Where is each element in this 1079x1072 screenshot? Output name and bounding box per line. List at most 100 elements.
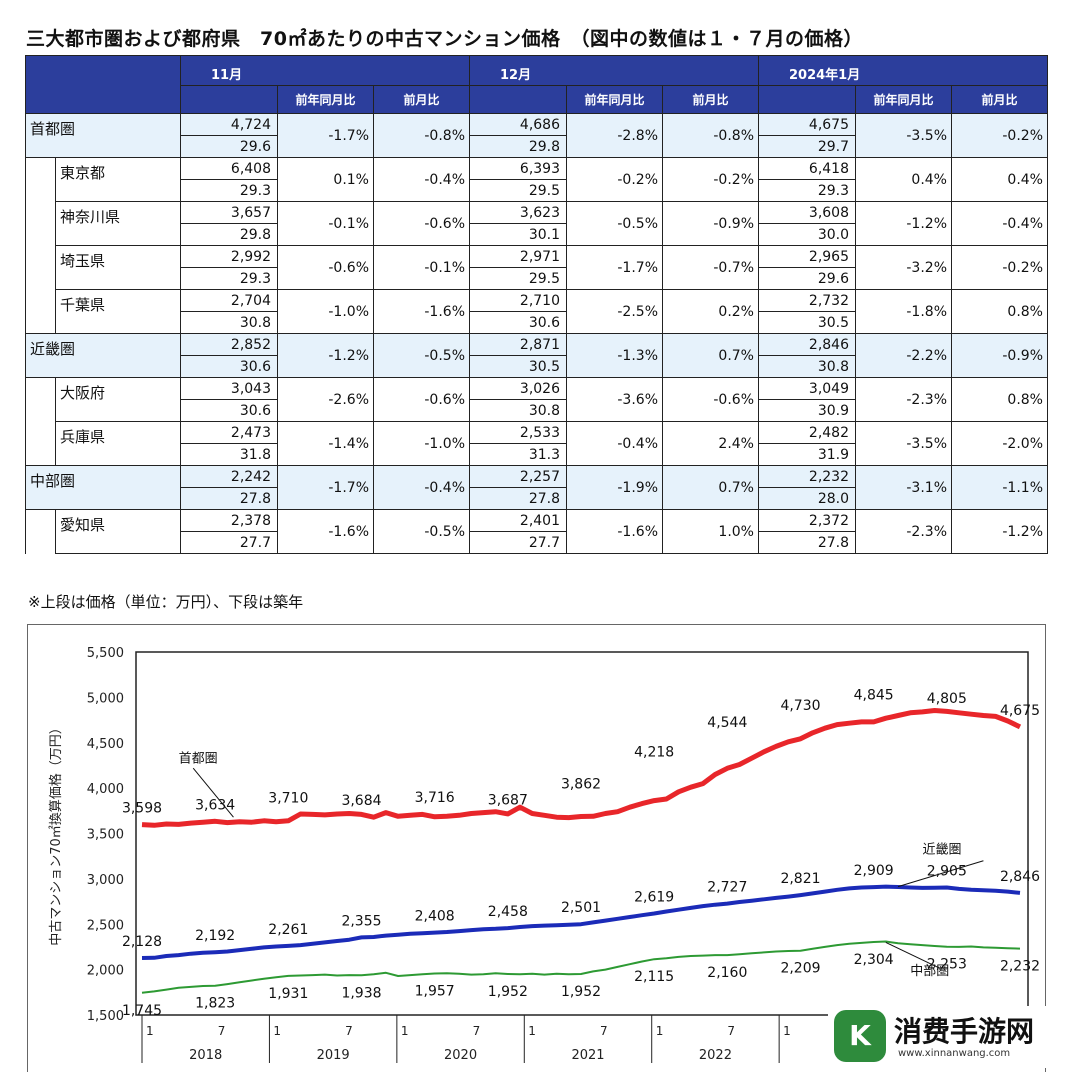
yoy-cell: -2.3% xyxy=(855,509,952,554)
price-cell: 2,965 xyxy=(758,245,856,268)
mom-cell: 0.4% xyxy=(951,157,1048,202)
building-age-cell: 29.6 xyxy=(180,135,278,158)
yoy-cell: -1.7% xyxy=(277,465,374,510)
x-month-label: 7 xyxy=(473,1024,481,1038)
data-label: 1,938 xyxy=(341,985,381,1001)
mom-cell: -0.1% xyxy=(373,245,470,290)
yoy-cell: -1.0% xyxy=(277,289,374,334)
data-label: 1,952 xyxy=(561,984,601,1000)
indent-cell xyxy=(25,377,56,422)
yoy-cell: -1.6% xyxy=(566,509,663,554)
price-cell: 6,418 xyxy=(758,157,856,180)
series-line-近畿圏 xyxy=(141,884,1021,960)
price-cell: 2,971 xyxy=(469,245,567,268)
data-label: 2,458 xyxy=(488,904,528,920)
mom-cell: -1.6% xyxy=(373,289,470,334)
x-month-label: 7 xyxy=(600,1024,608,1038)
data-label: 2,160 xyxy=(707,965,747,981)
series-line-中部圏 xyxy=(141,940,1021,994)
x-year-label: 2018 xyxy=(189,1048,222,1063)
indent-cell xyxy=(25,157,56,202)
watermark: K 消费手游网 www.xinnanwang.com xyxy=(828,1006,1076,1068)
building-age-cell: 31.3 xyxy=(469,443,567,466)
price-cell: 2,482 xyxy=(758,421,856,444)
table-row-sub: 30.6 30.5 30.8 xyxy=(26,355,1048,378)
data-label: 1,823 xyxy=(195,996,235,1012)
month-header: 12月 xyxy=(469,55,759,86)
data-label: 2,846 xyxy=(1000,869,1040,885)
table-row-sub: 29.6 29.8 29.7 xyxy=(26,135,1048,158)
yoy-cell: -3.1% xyxy=(855,465,952,510)
mom-cell: -0.2% xyxy=(951,245,1048,290)
table-row: 神奈川県 3,657 -0.1% -0.6% 3,623 -0.5% -0.9% 3,608-… xyxy=(25,201,1048,246)
data-label: 1,931 xyxy=(268,986,308,1002)
mom-cell: -0.4% xyxy=(373,465,470,510)
price-line-chart: 1,500 2,000 2,500 3,000 3,500 4,000 4,500 5,000… xyxy=(48,646,1040,1063)
y-axis-label: 中古マンション70㎡換算価格（万円） xyxy=(48,721,64,946)
x-month-label: 1 xyxy=(401,1024,409,1038)
price-cell: 2,704 xyxy=(180,289,278,312)
yoy-cell: -0.1% xyxy=(277,201,374,246)
y-tick-label: 3,000 xyxy=(87,873,124,888)
price-cell: 3,043 xyxy=(180,377,278,400)
yoy-cell: -1.2% xyxy=(277,333,374,378)
table-row-sub: 29.3 29.5 29.6 xyxy=(26,267,1048,290)
month-header: 11月 xyxy=(180,55,470,86)
data-label: 2,192 xyxy=(195,928,235,944)
y-tick-label: 4,500 xyxy=(87,737,124,752)
mom-cell: 2.4% xyxy=(662,421,759,466)
yoy-cell: -1.8% xyxy=(855,289,952,334)
prefecture-name: 千葉県 xyxy=(55,289,181,334)
price-cell: 4,724 xyxy=(180,113,278,136)
data-label: 1,745 xyxy=(122,1003,162,1019)
table-row-sub: 29.3 29.5 29.3 xyxy=(26,179,1048,202)
watermark-logo: K xyxy=(834,1010,886,1062)
data-label: 2,355 xyxy=(341,913,381,929)
mom-header: 前月比 xyxy=(662,85,759,114)
series-name-label: 近畿圏 xyxy=(922,842,961,857)
x-year-label: 2020 xyxy=(444,1048,477,1063)
yoy-cell: -3.2% xyxy=(855,245,952,290)
yoy-cell: -0.6% xyxy=(277,245,374,290)
building-age-cell: 29.3 xyxy=(180,179,278,202)
series-line-首都圏 xyxy=(141,708,1022,828)
y-tick-label: 5,500 xyxy=(87,646,124,661)
yoy-cell: -3.5% xyxy=(855,113,952,158)
mom-header: 前月比 xyxy=(373,85,470,114)
table-row: 東京都 6,408 0.1% -0.4% 6,393 -0.2% -0.2% 6,418 0.4… xyxy=(25,157,1048,202)
mom-cell: 0.8% xyxy=(951,377,1048,422)
building-age-cell: 29.3 xyxy=(758,179,856,202)
data-label: 2,821 xyxy=(780,871,820,887)
price-cell: 4,675 xyxy=(758,113,856,136)
yoy-cell: -0.2% xyxy=(566,157,663,202)
data-label: 2,501 xyxy=(561,900,601,916)
table-row-sub: 27.8 27.8 28.0 xyxy=(26,487,1048,510)
x-month-label: 7 xyxy=(727,1024,735,1038)
yoy-cell: 0.1% xyxy=(277,157,374,202)
data-label: 4,805 xyxy=(927,691,967,707)
building-age-cell: 30.8 xyxy=(758,355,856,378)
building-age-cell: 30.6 xyxy=(180,355,278,378)
yoy-cell: 0.4% xyxy=(855,157,952,202)
yoy-cell: -3.5% xyxy=(855,421,952,466)
yoy-cell: -1.3% xyxy=(566,333,663,378)
y-tick-label: 5,000 xyxy=(87,691,124,706)
watermark-url: www.xinnanwang.com xyxy=(898,1048,1011,1059)
price-cell: 2,257 xyxy=(469,465,567,488)
building-age-cell: 29.7 xyxy=(758,135,856,158)
building-age-cell: 30.6 xyxy=(469,311,567,334)
mom-cell: -0.9% xyxy=(951,333,1048,378)
yoy-cell: -2.2% xyxy=(855,333,952,378)
table-row: 大阪府 3,043 -2.6% -0.6% 3,026 -3.6% -0.6% 3,049 -2… xyxy=(25,377,1048,422)
yoy-cell: -1.7% xyxy=(277,113,374,158)
prefecture-name: 東京都 xyxy=(55,157,181,202)
building-age-cell: 30.8 xyxy=(469,399,567,422)
mom-cell: -1.2% xyxy=(951,509,1048,554)
price-cell: 2,378 xyxy=(180,509,278,532)
building-age-cell: 31.9 xyxy=(758,443,856,466)
leader-line xyxy=(885,941,941,970)
data-label: 3,687 xyxy=(488,793,528,809)
building-age-cell: 30.5 xyxy=(469,355,567,378)
x-month-label: 1 xyxy=(528,1024,536,1038)
prefecture-name: 大阪府 xyxy=(55,377,181,422)
